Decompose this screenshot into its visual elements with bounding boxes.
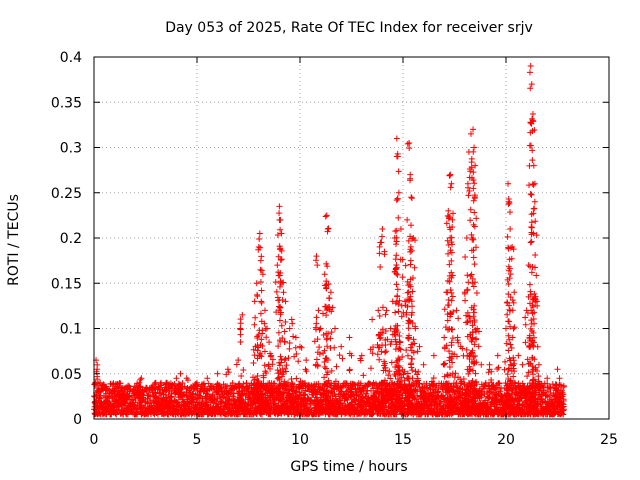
grid-lines: [94, 57, 609, 419]
x-tick-label: 15: [394, 432, 412, 448]
y-tick-label: 0.05: [51, 367, 82, 383]
data-points: [91, 63, 567, 418]
data-point: [137, 383, 144, 390]
data-point: [105, 386, 112, 393]
y-tick-label: 0.3: [60, 141, 82, 157]
data-point: [125, 382, 132, 389]
y-tick-label: 0.1: [60, 322, 82, 338]
x-tick-label: 20: [497, 432, 515, 448]
y-tick-label: 0.35: [51, 95, 82, 111]
y-tick-label: 0.25: [51, 186, 82, 202]
data-point: [131, 402, 138, 409]
data-point: [106, 399, 113, 406]
y-tick-label: 0.4: [60, 50, 82, 66]
data-point: [202, 383, 209, 390]
x-tick-label: 5: [193, 432, 202, 448]
data-point: [224, 390, 231, 397]
data-point: [147, 397, 154, 404]
data-point: [158, 382, 165, 389]
y-tick-label: 0.2: [60, 231, 82, 247]
data-point: [100, 410, 107, 417]
data-point: [224, 383, 231, 390]
x-tick-label: 10: [291, 432, 309, 448]
data-point: [132, 396, 139, 403]
data-point: [124, 398, 131, 405]
y-tick-label: 0.15: [51, 276, 82, 292]
data-point: [218, 400, 225, 407]
x-tick-label: 0: [90, 432, 99, 448]
y-tick-label: 0: [73, 412, 82, 428]
x-tick-label: 25: [600, 432, 618, 448]
